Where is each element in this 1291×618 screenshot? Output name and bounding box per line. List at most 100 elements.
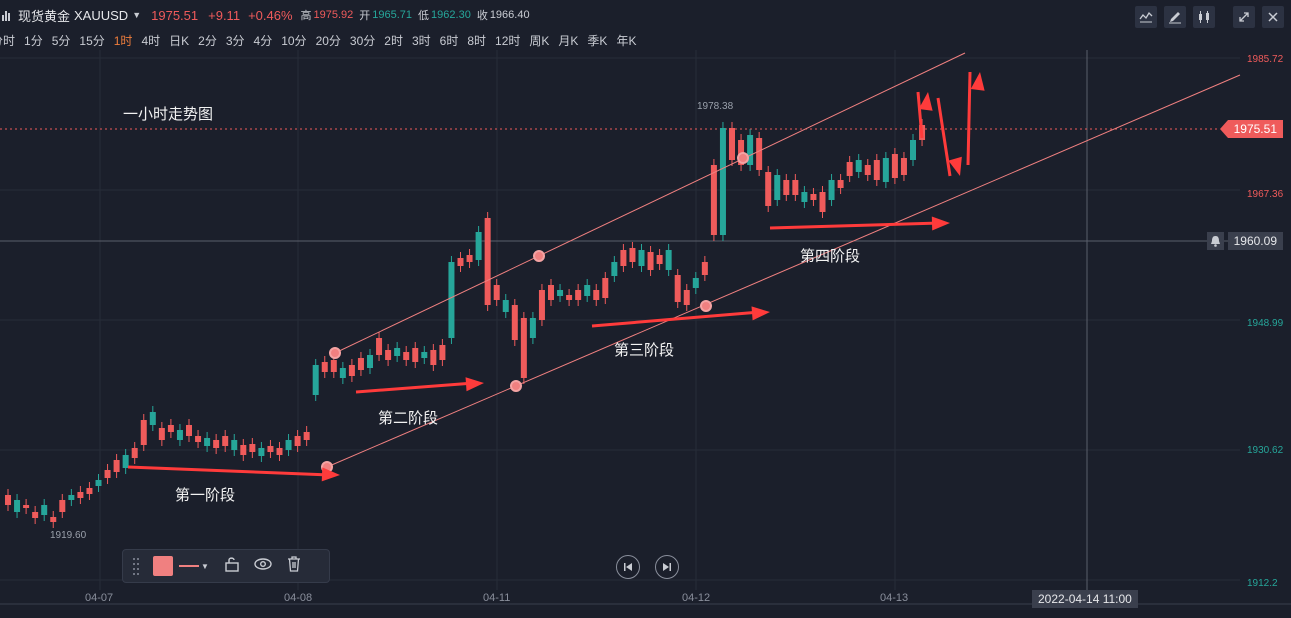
lock-icon[interactable]: [223, 555, 241, 578]
drag-handle-icon[interactable]: [131, 555, 141, 577]
candle-body-65: [593, 290, 600, 300]
candle-body-90: [819, 192, 826, 212]
close-label: 收: [476, 10, 488, 22]
candle-body-33: [303, 432, 310, 440]
timeframe-8[interactable]: 3分: [225, 33, 245, 48]
candle-body-19: [176, 430, 183, 440]
candle-body-41: [376, 338, 383, 355]
candle-body-85: [774, 175, 781, 200]
candle-body-87: [792, 180, 799, 195]
candle-body-9: [86, 488, 93, 494]
candle-body-75: [683, 290, 690, 305]
timeframe-2[interactable]: 5分: [51, 33, 71, 48]
pencil-icon[interactable]: [1164, 6, 1186, 28]
timeframe-21[interactable]: 年K: [616, 33, 637, 48]
candle-body-37: [339, 368, 346, 378]
chevron-down-icon[interactable]: ▼: [201, 561, 209, 571]
candle-body-86: [783, 180, 790, 195]
bell-icon[interactable]: [1207, 232, 1224, 250]
axis-price-1: 1985.72: [1247, 54, 1284, 65]
prev-icon[interactable]: [616, 555, 640, 579]
candle-body-89: [810, 194, 817, 200]
candle-body-56: [511, 305, 518, 340]
close-icon[interactable]: [1262, 6, 1284, 28]
candle-body-55: [502, 300, 509, 312]
candle-body-70: [638, 250, 645, 266]
color-swatch[interactable]: [153, 556, 173, 576]
timeframe-7[interactable]: 2分: [198, 33, 217, 48]
close-value: 1966.40: [489, 9, 530, 21]
timeframe-13[interactable]: 2时: [384, 33, 403, 48]
timeframe-9[interactable]: 4分: [253, 33, 273, 48]
price-change: +9.11: [208, 7, 241, 23]
timeframe-12[interactable]: 30分: [349, 33, 376, 48]
timeframe-19[interactable]: 月K: [558, 33, 579, 48]
candle-body-5: [50, 517, 57, 522]
eye-icon[interactable]: [253, 555, 273, 578]
stage1-arrow-head: [321, 467, 340, 482]
high-value: 1975.92: [313, 9, 354, 21]
candle-body-84: [765, 172, 772, 206]
projection-up-arrow-shaft: [916, 91, 924, 139]
axis-price-5: 1912.2: [1247, 578, 1278, 589]
stage1-label: 第一阶段: [175, 487, 236, 504]
candle-body-34: [312, 365, 319, 395]
timeframe-20[interactable]: 季K: [587, 33, 608, 48]
candlestick-chart[interactable]: [0, 50, 1291, 610]
stage2-arrow-head: [465, 377, 484, 392]
timeframe-18[interactable]: 周K: [529, 33, 550, 48]
timeframe-15[interactable]: 6时: [439, 33, 459, 48]
next-icon[interactable]: [655, 555, 679, 579]
candle-body-29: [267, 446, 274, 452]
crosshair-date-tag: 2022-04-14 11:00: [1032, 590, 1138, 608]
stage3-arrow-head: [751, 306, 770, 321]
trash-icon[interactable]: [285, 555, 303, 578]
candle-body-68: [620, 250, 627, 266]
timeframe-6[interactable]: 日K: [169, 33, 190, 48]
instrument-symbol[interactable]: XAUUSD: [74, 7, 129, 23]
projection-up2-arrow-shaft: [966, 71, 972, 166]
candle-body-42: [385, 350, 392, 360]
candle-icon[interactable]: [1193, 6, 1215, 28]
candle-body-73: [665, 250, 672, 270]
timeframe-4[interactable]: 1时: [113, 33, 133, 48]
timeframe-17[interactable]: 12时: [495, 33, 521, 48]
last-price: 1975.51: [151, 7, 199, 23]
fullscreen-icon[interactable]: [1233, 6, 1255, 28]
candle-body-95: [864, 165, 871, 175]
candle-body-45: [412, 348, 419, 362]
candle-body-93: [846, 162, 853, 176]
candle-body-50: [457, 258, 464, 266]
candle-body-10: [95, 480, 102, 486]
stage1-arrow-shaft: [127, 465, 331, 477]
crosshair-price-tag: 1960.09: [1227, 232, 1283, 250]
candle-body-59: [538, 290, 545, 320]
candle-body-20: [186, 425, 192, 436]
candle-body-12: [113, 460, 120, 472]
low-value: 1962.30: [431, 9, 471, 21]
timeframe-3[interactable]: 15分: [79, 33, 105, 48]
timeframe-14[interactable]: 3时: [411, 33, 431, 48]
timeframe-11[interactable]: 20分: [315, 33, 341, 48]
open-label: 开: [359, 10, 371, 22]
line-style-icon[interactable]: [179, 565, 199, 567]
candle-body-3: [32, 512, 39, 518]
date-label-0412: 04-12: [682, 592, 711, 604]
timeframe-10[interactable]: 10分: [281, 33, 307, 48]
candle-body-44: [403, 352, 410, 360]
price-change-pct: +0.46%: [248, 7, 293, 23]
timeframe-0[interactable]: 分时: [0, 33, 16, 48]
candle-body-80: [729, 128, 735, 160]
instrument-name[interactable]: 现货黄金: [18, 8, 71, 24]
timeframe-16[interactable]: 8时: [467, 33, 487, 48]
stage2-arrow-shaft: [355, 381, 475, 394]
peak-price-label: 1978.38: [697, 101, 734, 112]
chevron-down-icon[interactable]: ▼: [132, 10, 142, 20]
stage4-label: 第四阶段: [800, 248, 861, 265]
candle-body-18: [167, 425, 174, 432]
timeframe-5[interactable]: 4时: [141, 33, 161, 48]
candle-body-38: [348, 365, 355, 376]
chart-type-icon[interactable]: [1135, 6, 1157, 28]
timeframe-1[interactable]: 1分: [24, 33, 43, 48]
axis-price-2: 1967.36: [1247, 189, 1284, 200]
